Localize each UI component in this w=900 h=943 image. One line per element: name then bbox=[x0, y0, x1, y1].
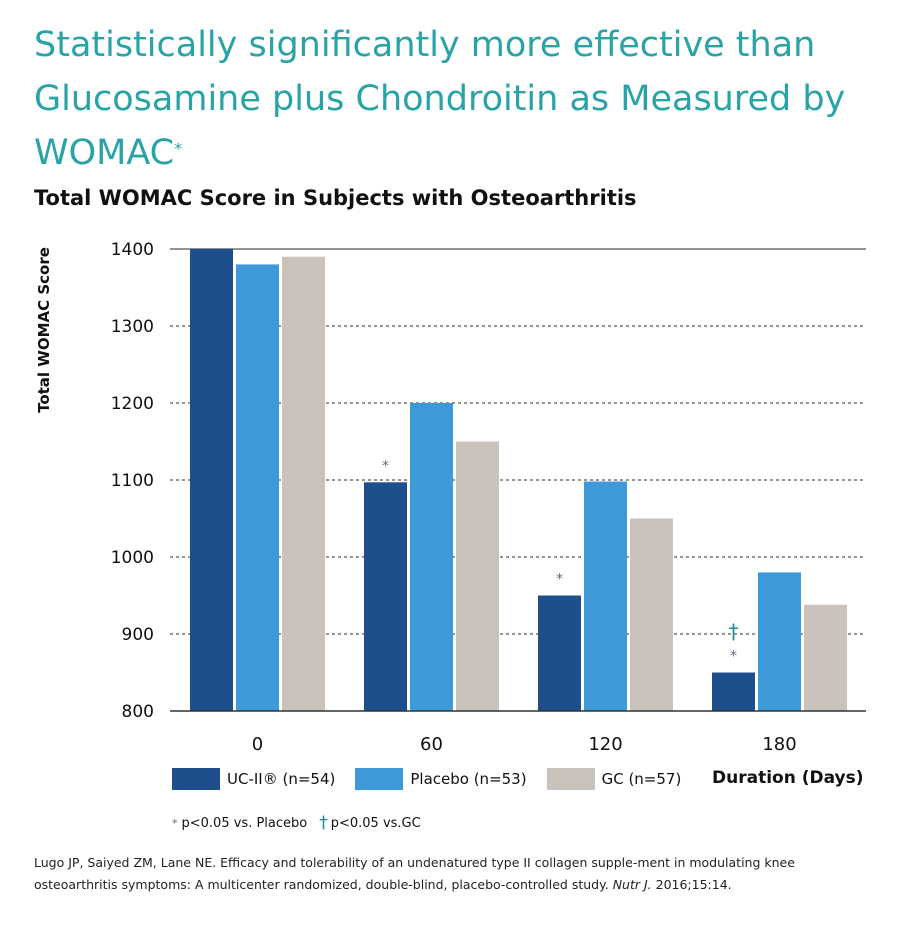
bar-placebo-120 bbox=[584, 481, 627, 711]
bar-uc2-60 bbox=[364, 482, 407, 711]
headline-marker: * bbox=[174, 139, 183, 158]
x-tick-label-60: 60 bbox=[420, 734, 443, 755]
citation-journal: Nutr J. bbox=[612, 877, 652, 892]
legend: UC-II® (n=54) Placebo (n=53) GC (n=57) bbox=[172, 765, 701, 793]
bar-uc2-0 bbox=[190, 249, 233, 711]
y-tick-label-900: 900 bbox=[122, 625, 154, 645]
footnote-star-mark: * bbox=[172, 816, 178, 830]
bar-uc2-180 bbox=[712, 672, 755, 711]
y-tick-label-1400: 1400 bbox=[111, 240, 154, 260]
bar-placebo-60 bbox=[410, 403, 453, 711]
citation: Lugo JP, Saiyed ZM, Lane NE. Efficacy an… bbox=[34, 852, 854, 896]
bar-gc-180 bbox=[804, 604, 847, 711]
star-annotation-180: * bbox=[730, 649, 737, 665]
legend-swatch-uc2 bbox=[172, 768, 220, 790]
y-tick-label-800: 800 bbox=[122, 702, 154, 722]
headline-text: Statistically significantly more effecti… bbox=[34, 25, 846, 173]
y-tick-label-1200: 1200 bbox=[111, 394, 154, 414]
legend-label-gc: GC (n=57) bbox=[601, 770, 682, 788]
bar-placebo-180 bbox=[758, 572, 801, 711]
y-tick-label-1100: 1100 bbox=[111, 471, 154, 491]
citation-ref: 2016;15:14. bbox=[655, 877, 732, 892]
star-annotation-120: * bbox=[556, 572, 563, 588]
bar-placebo-0 bbox=[236, 264, 279, 711]
star-annotation-60: * bbox=[382, 458, 389, 474]
y-tick-label-1000: 1000 bbox=[111, 548, 154, 568]
bar-gc-0 bbox=[282, 256, 325, 711]
footnotes: * p<0.05 vs. Placebo † p<0.05 vs.GC bbox=[172, 813, 421, 833]
legend-item-placebo: Placebo (n=53) bbox=[355, 768, 527, 790]
headline: Statistically significantly more effecti… bbox=[34, 18, 874, 180]
legend-item-gc: GC (n=57) bbox=[546, 768, 682, 790]
legend-label-uc2: UC-II® (n=54) bbox=[227, 770, 336, 788]
bar-chart: 800 900 1000 1100 1200 1300 1400 0 60 120 180 * * * † bbox=[111, 240, 866, 755]
dagger-annotation-180: † bbox=[729, 620, 739, 644]
footnote-dagger-text: p<0.05 vs.GC bbox=[330, 815, 421, 831]
x-tick-label-180: 180 bbox=[762, 734, 796, 755]
bar-uc2-120 bbox=[538, 595, 581, 711]
legend-label-placebo: Placebo (n=53) bbox=[410, 770, 527, 788]
citation-text: Lugo JP, Saiyed ZM, Lane NE. Efficacy an… bbox=[34, 855, 795, 892]
bar-gc-120 bbox=[630, 518, 673, 711]
footnote-dagger-mark: † bbox=[319, 813, 328, 833]
x-tick-label-0: 0 bbox=[252, 734, 263, 755]
legend-item-uc2: UC-II® (n=54) bbox=[172, 768, 335, 790]
footnote-star-text: p<0.05 vs. Placebo bbox=[181, 815, 308, 831]
bar-gc-60 bbox=[456, 441, 499, 711]
x-tick-label-120: 120 bbox=[588, 734, 622, 755]
y-tick-label-1300: 1300 bbox=[111, 317, 154, 337]
chart-title: Total WOMAC Score in Subjects with Osteo… bbox=[34, 186, 637, 210]
x-axis-label: Duration (Days) bbox=[712, 768, 864, 788]
legend-swatch-placebo bbox=[355, 768, 404, 790]
legend-swatch-gc bbox=[546, 768, 595, 790]
